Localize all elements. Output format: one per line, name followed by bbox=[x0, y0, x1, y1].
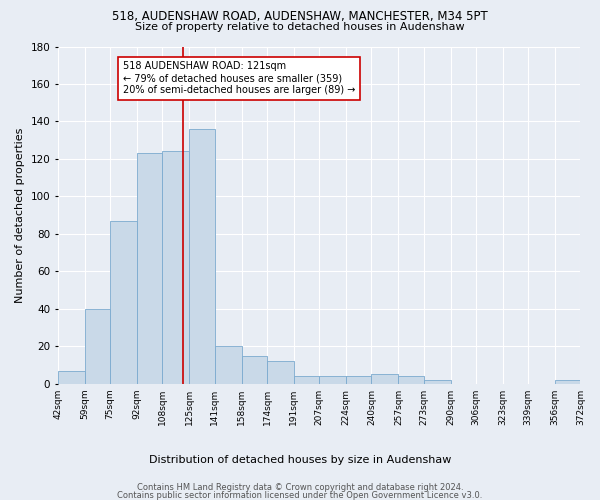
Bar bbox=[555, 380, 580, 384]
Bar bbox=[267, 362, 294, 384]
Bar bbox=[110, 221, 137, 384]
Text: 518 AUDENSHAW ROAD: 121sqm
← 79% of detached houses are smaller (359)
20% of sem: 518 AUDENSHAW ROAD: 121sqm ← 79% of deta… bbox=[123, 62, 355, 94]
Text: 518, AUDENSHAW ROAD, AUDENSHAW, MANCHESTER, M34 5PT: 518, AUDENSHAW ROAD, AUDENSHAW, MANCHEST… bbox=[112, 10, 488, 23]
Bar bbox=[190, 129, 215, 384]
Text: Contains public sector information licensed under the Open Government Licence v3: Contains public sector information licen… bbox=[118, 491, 482, 500]
Bar bbox=[398, 376, 424, 384]
Bar bbox=[346, 376, 371, 384]
Bar bbox=[137, 154, 163, 384]
Bar bbox=[319, 376, 346, 384]
Bar bbox=[58, 370, 85, 384]
Bar bbox=[294, 376, 319, 384]
Bar bbox=[371, 374, 398, 384]
Y-axis label: Number of detached properties: Number of detached properties bbox=[15, 128, 25, 303]
Bar bbox=[242, 356, 267, 384]
Bar bbox=[424, 380, 451, 384]
Text: Size of property relative to detached houses in Audenshaw: Size of property relative to detached ho… bbox=[135, 22, 465, 32]
Bar bbox=[163, 152, 190, 384]
Text: Distribution of detached houses by size in Audenshaw: Distribution of detached houses by size … bbox=[149, 455, 451, 465]
Bar bbox=[85, 309, 110, 384]
Text: Contains HM Land Registry data © Crown copyright and database right 2024.: Contains HM Land Registry data © Crown c… bbox=[137, 482, 463, 492]
Bar bbox=[215, 346, 242, 384]
